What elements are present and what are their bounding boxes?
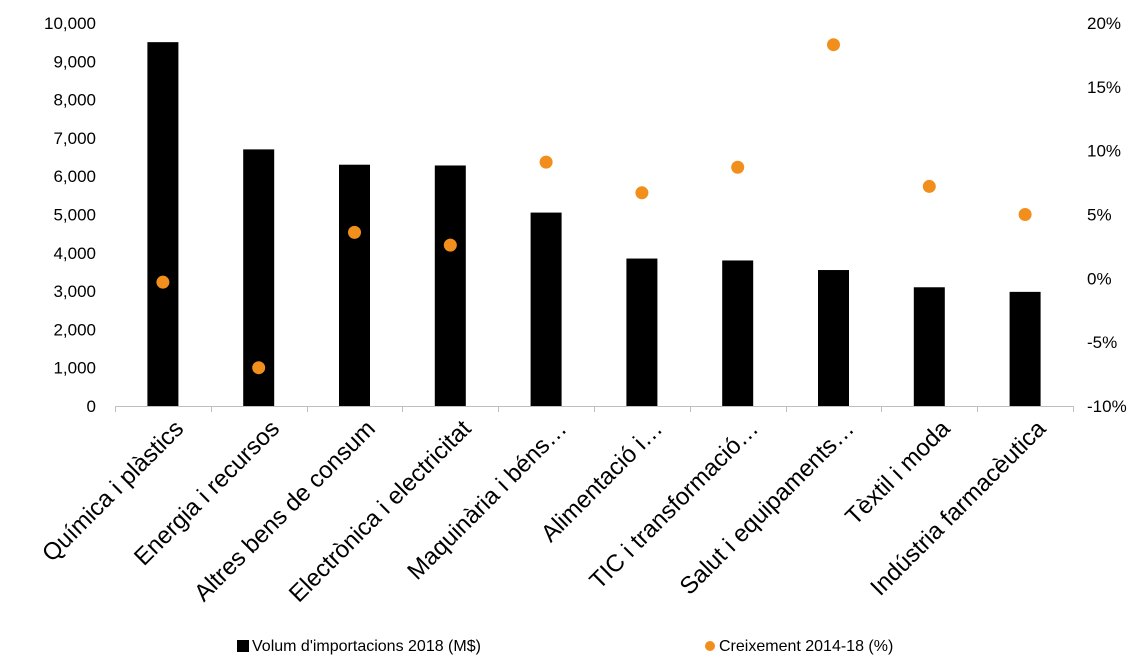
growth-point	[922, 179, 936, 193]
bar-series	[147, 42, 1041, 407]
right-axis-tick-label: 10%	[1087, 142, 1121, 161]
legend-bar-swatch	[237, 640, 249, 652]
axes	[115, 406, 1074, 412]
growth-point	[252, 361, 266, 375]
right-axis-tick-label: 15%	[1087, 78, 1121, 97]
growth-point	[731, 160, 745, 174]
growth-point	[1018, 208, 1032, 221]
bar	[1009, 291, 1041, 406]
legend: Volum d'importacions 2018 (M$) Creixemen…	[237, 638, 893, 655]
category-label: Indústria farmacèutica	[865, 415, 1052, 602]
left-axis-tick-label: 5,000	[53, 206, 96, 225]
left-axis-tick-label: 2,000	[53, 320, 96, 339]
legend-bar-label: Volum d'importacions 2018 (M$)	[252, 638, 481, 655]
category-label: TIC i transformació…	[585, 415, 764, 594]
left-axis-tick-label: 0	[87, 397, 96, 416]
growth-point	[635, 186, 649, 200]
right-axis-tick-label: 0%	[1087, 269, 1112, 288]
left-axis-tick-label: 10,000	[44, 14, 96, 33]
right-axis-ticks: -10% -5% 0% 5% 10% 15% 20%	[1087, 14, 1127, 416]
category-label: Altres bens de consum	[189, 415, 381, 607]
legend-point-label: Creixement 2014-18 (%)	[719, 638, 893, 655]
growth-point	[827, 38, 840, 52]
bar	[434, 165, 466, 406]
growth-point	[348, 225, 361, 239]
growth-point	[539, 155, 553, 169]
bar	[722, 260, 754, 406]
point-series	[156, 38, 1032, 375]
left-axis-tick-label: 3,000	[53, 282, 96, 301]
bar	[339, 164, 370, 406]
right-axis-tick-label: 20%	[1087, 14, 1121, 33]
bar	[147, 42, 179, 407]
left-axis-tick-label: 4,000	[53, 244, 96, 263]
legend-point-swatch	[705, 641, 715, 651]
category-label: Maquinària i béns…	[402, 415, 572, 585]
growth-point	[156, 275, 170, 289]
category-label: Electrònica i electricitat	[284, 415, 477, 608]
left-axis-tick-label: 7,000	[53, 129, 96, 148]
bar	[818, 270, 849, 406]
left-axis-tick-label: 1,000	[53, 359, 96, 378]
left-axis-ticks: 0 1,000 2,000 3,000 4,000 5,000 6,000 7,000 8,00…	[44, 14, 96, 416]
bar	[626, 258, 658, 406]
right-axis-tick-label: -10%	[1087, 397, 1127, 416]
left-axis-tick-label: 8,000	[53, 91, 96, 110]
category-label: Salut i equipaments…	[675, 415, 860, 600]
bar	[530, 212, 562, 406]
right-axis-tick-label: 5%	[1087, 206, 1112, 225]
left-axis-tick-label: 6,000	[53, 167, 96, 186]
left-axis-tick-label: 9,000	[53, 52, 96, 71]
right-axis-tick-label: -5%	[1087, 333, 1117, 352]
growth-point	[443, 238, 457, 252]
bar	[913, 287, 945, 406]
